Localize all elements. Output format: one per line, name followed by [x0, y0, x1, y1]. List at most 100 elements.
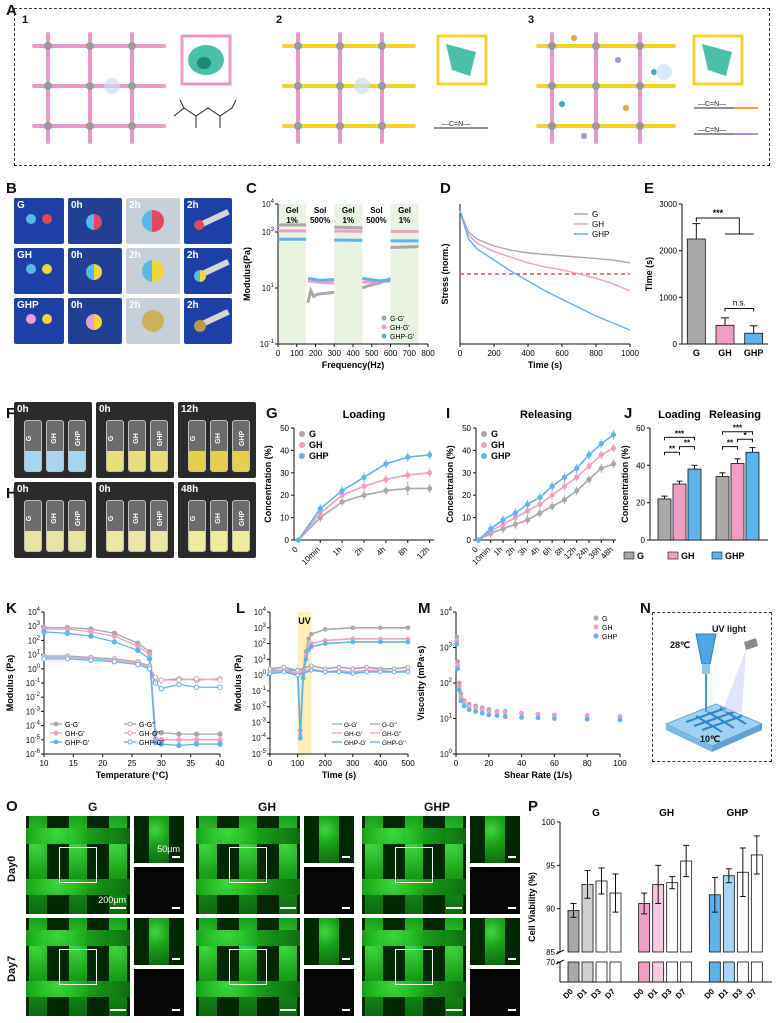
data-point-GH-G'	[135, 643, 141, 649]
y-tick-label: 40	[462, 446, 471, 455]
bar-G	[686, 238, 706, 345]
scale-bar	[446, 907, 462, 909]
photo-g-2h-lift: 2h	[184, 198, 232, 244]
y-tick-label: 10-5	[26, 735, 41, 745]
sig-label: n.s.	[733, 299, 746, 308]
legend-label: G	[637, 551, 644, 561]
data-point-G-G'	[306, 636, 311, 642]
micrograph-dead-channel	[470, 969, 520, 1016]
data-point-GHP-G''	[146, 666, 153, 672]
data-point-GH	[537, 501, 543, 507]
x-tick-label: 20	[484, 759, 493, 768]
vial-liquid	[107, 451, 123, 471]
scaffold-strand	[149, 816, 169, 863]
scaffold-strand	[196, 878, 300, 895]
x-tick-label: 500	[365, 349, 379, 358]
data-point-GH	[552, 712, 557, 718]
data-point-GH-G'	[111, 633, 118, 639]
dot-pink	[26, 314, 36, 324]
legend-label: GHP-G'	[65, 740, 89, 747]
series-line-G	[459, 210, 631, 264]
y-tick-label: 100	[254, 670, 267, 680]
imine-structure-2: —C=N—	[434, 121, 488, 129]
vial-liquid	[151, 531, 167, 551]
data-point-G-G'	[217, 731, 223, 737]
y-axis-label: Modulus(Pa)	[242, 247, 252, 301]
vial-time-label: 0h	[17, 404, 29, 415]
sig-bracket	[722, 431, 753, 435]
x-tick-label: 10	[40, 759, 49, 768]
y-axis-label: Modulus (Pa)	[233, 655, 243, 712]
dot-merged	[142, 260, 164, 282]
data-point-GH	[339, 492, 345, 498]
vial-liquid	[189, 531, 205, 551]
data-point-GH	[479, 707, 485, 713]
series-line-GH	[459, 210, 631, 292]
data-point-GH-G'	[176, 737, 182, 743]
y-tick-label: 50	[280, 424, 289, 433]
vial-label: G	[190, 435, 198, 442]
photo-time-0h: 0h	[71, 200, 83, 211]
legend-marker-point	[127, 721, 133, 727]
x-tick-label: 0	[454, 759, 459, 768]
photo-g-0h: 0h	[68, 198, 122, 244]
category-label: D1	[717, 987, 731, 1001]
data-point-GHP-G''	[364, 669, 369, 675]
photo-ghp-0h: 0h	[68, 298, 122, 344]
zoom-region	[395, 847, 433, 883]
data-point-GHP-G''	[64, 656, 71, 662]
data-point-GHP	[502, 714, 508, 720]
vial-time-label: 0h	[99, 484, 111, 495]
photo-time-2h: 2h	[129, 200, 141, 211]
panel-b-photo-grid: G 0h 2h 2h GH 0h 2h 2h GHP 0h	[14, 198, 232, 344]
data-point-G-G'	[309, 631, 314, 637]
x-tick-label: 0	[290, 545, 300, 555]
vial-liquid	[211, 531, 227, 551]
micrograph-dead-channel	[304, 867, 354, 914]
panel-a-drawing: —C=N— —C=N— —C=N—	[32, 32, 758, 144]
legend-label: GH-G'	[65, 731, 85, 738]
legend-marker	[381, 315, 387, 321]
legend-label: GHP-G'	[344, 740, 367, 747]
data-point-GHP	[383, 461, 389, 467]
series-line-G-G'	[390, 245, 419, 249]
legend-label: G	[602, 616, 607, 623]
photo-gh-initial: GH	[14, 248, 64, 294]
sig-bracket	[722, 446, 738, 450]
vial-label: G	[108, 515, 116, 522]
data-point-GHP	[456, 687, 462, 693]
vial-photo: 0h G GH GHP	[14, 482, 92, 558]
x-tick-label: 700	[403, 349, 417, 358]
data-point-G	[610, 461, 617, 467]
legend-marker	[381, 324, 387, 330]
cell-inset-1	[180, 34, 232, 86]
series-line-GHP-G'	[362, 276, 391, 283]
photo-time-2h: 2h	[129, 250, 141, 261]
series-line-GHP-G'	[307, 276, 335, 282]
step-number-3: 3	[528, 14, 535, 26]
y-tick-label: 103	[440, 643, 453, 653]
dot-lifted	[194, 220, 204, 230]
micrograph-column-title: GH	[258, 800, 276, 814]
data-point-GH	[610, 445, 617, 451]
x-tick-label: 800	[589, 349, 603, 358]
photo-row-label-gh: GH	[17, 250, 32, 261]
vial-label: GHP	[75, 430, 83, 447]
sig-label: ***	[675, 429, 685, 438]
vial: GHP	[232, 420, 250, 472]
panel-letter-k: K	[6, 600, 17, 617]
network-3-mesh	[536, 32, 676, 144]
data-point-GH	[561, 483, 568, 489]
photo-gh-2h-lift: 2h	[184, 248, 232, 294]
data-point-GHP-G'	[298, 735, 303, 741]
data-point-G	[537, 510, 543, 516]
y-tick-label: 10-5	[252, 749, 267, 759]
data-point-GH	[427, 470, 433, 476]
data-point-G	[574, 488, 580, 494]
data-point-GHP	[500, 517, 506, 523]
amide-structure	[173, 99, 237, 128]
vial: GHP	[68, 500, 86, 552]
vial-label: GHP	[157, 510, 165, 527]
strain-label: 500%	[366, 216, 386, 225]
